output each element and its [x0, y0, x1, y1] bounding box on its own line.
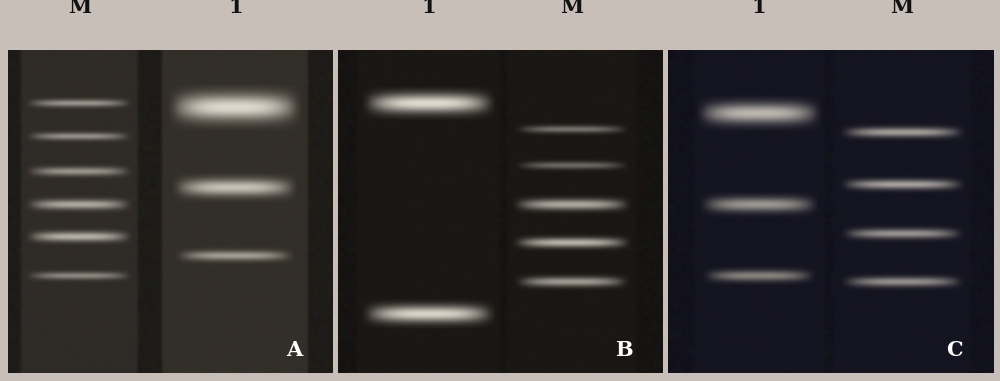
Text: B: B: [615, 341, 633, 360]
Text: C: C: [946, 341, 962, 360]
Text: 1: 1: [422, 0, 436, 17]
Text: M: M: [890, 0, 914, 17]
Text: 1: 1: [752, 0, 766, 17]
Text: A: A: [286, 341, 302, 360]
Text: M: M: [68, 0, 91, 17]
Text: 1: 1: [228, 0, 243, 17]
Text: M: M: [560, 0, 584, 17]
